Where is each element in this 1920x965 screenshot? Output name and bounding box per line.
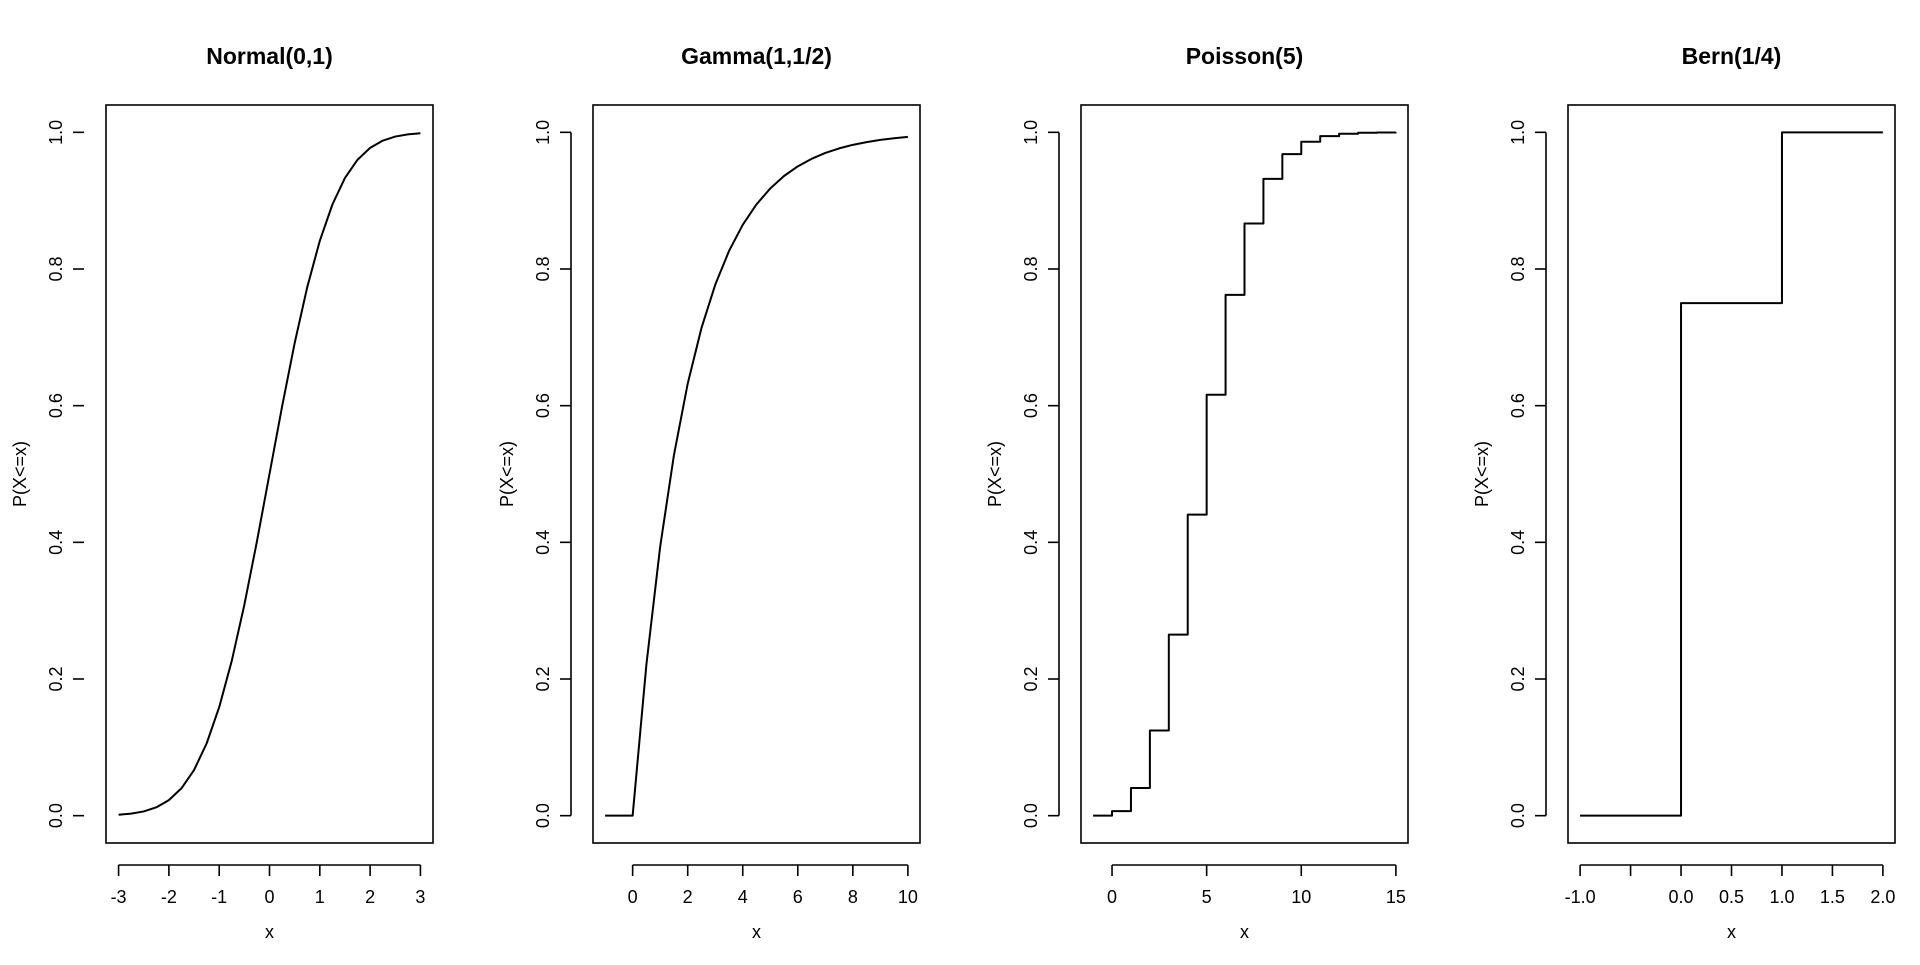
chart-title: Normal(0,1) [206,43,333,69]
x-tick-label: 10 [1291,887,1311,907]
cdf-series-line [1093,131,1397,817]
y-tick-label: 0.4 [533,530,553,555]
x-axis-label: x [1727,922,1736,942]
x-tick-label: 10 [898,887,918,907]
y-axis-label: P(X<=x) [1472,441,1492,507]
x-tick-label: 0 [1107,887,1117,907]
x-tick-label: -1.0 [1565,887,1596,907]
y-tick-label: 0.0 [46,803,66,828]
x-tick-label: 0 [628,887,638,907]
x-tick-label: 6 [793,887,803,907]
chart-title: Gamma(1,1/2) [681,43,832,69]
x-tick-label: 3 [415,887,425,907]
x-tick-label: -1 [211,887,227,907]
chart-title: Poisson(5) [1186,43,1304,69]
chart-panel-4: Bern(1/4) -1.0 0.0 0.5 1.0 1.5 2.0 0.0 0.2 0.4 0.6… [1472,43,1896,942]
x-tick-label: 1.0 [1769,887,1794,907]
y-axis-label: P(X<=x) [985,441,1005,507]
x-tick-label: 0 [264,887,274,907]
chart-panel-1: Normal(0,1) -3 -2 -1 0 1 2 3 0.0 0.2 0.4 0.6 0.8 1.0 x… [10,43,434,942]
x-tick-label: 5 [1202,887,1212,907]
y-tick-label: 0.8 [1508,256,1528,281]
chart-panel-2: Gamma(1,1/2) 0 2 4 6 8 10 0.0 0.2 0.4 0.6 0.8 1.0 x P(… [497,43,921,942]
y-tick-label: 0.0 [1021,803,1041,828]
y-tick-label: 0.6 [1508,393,1528,418]
y-tick-label: 0.8 [46,256,66,281]
x-tick-label: 1 [315,887,325,907]
x-axis-label: x [752,922,761,942]
cdf-series-line [605,135,908,817]
x-tick-label: 1.5 [1820,887,1845,907]
y-tick-label: 0.8 [1021,256,1041,281]
x-tick-label: -3 [111,887,127,907]
y-tick-label: 0.2 [533,666,553,691]
plot-frame [105,104,434,844]
y-axis-label: P(X<=x) [10,441,30,507]
x-tick-label: 2.0 [1870,887,1895,907]
x-tick-label: 15 [1386,887,1406,907]
y-tick-label: 0.4 [1508,530,1528,555]
y-tick-label: 0.2 [1021,666,1041,691]
chart-title: Bern(1/4) [1682,43,1782,69]
y-tick-label: 0.6 [46,393,66,418]
y-tick-label: 0.8 [533,256,553,281]
plot-frame [1567,104,1896,844]
y-tick-label: 0.4 [1021,530,1041,555]
y-tick-label: 0.0 [533,803,553,828]
y-tick-label: 0.6 [1021,393,1041,418]
x-tick-label: -2 [161,887,177,907]
plot-frame [592,104,921,844]
cdf-series-line [118,132,421,816]
x-tick-label: 8 [848,887,858,907]
y-axis-label: P(X<=x) [497,441,517,507]
x-tick-label: 4 [738,887,748,907]
x-tick-label: 2 [683,887,693,907]
y-tick-label: 1.0 [46,120,66,145]
y-tick-label: 1.0 [533,120,553,145]
y-tick-label: 0.2 [46,666,66,691]
y-tick-label: 0.2 [1508,666,1528,691]
y-tick-label: 0.6 [533,393,553,418]
y-tick-label: 0.4 [46,530,66,555]
plot-frame [1080,104,1409,844]
x-axis-label: x [1240,922,1249,942]
x-axis-label: x [265,922,274,942]
y-tick-label: 0.0 [1508,803,1528,828]
chart-panel-3: Poisson(5) 0 5 10 15 0.0 0.2 0.4 0.6 0.8 1.0 x P(X<=… [985,43,1409,942]
y-tick-label: 1.0 [1021,120,1041,145]
x-tick-label: 0.5 [1719,887,1744,907]
x-tick-label: 0.0 [1669,887,1694,907]
y-tick-label: 1.0 [1508,120,1528,145]
x-tick-label: 2 [365,887,375,907]
cdf-series-line [1580,131,1883,817]
